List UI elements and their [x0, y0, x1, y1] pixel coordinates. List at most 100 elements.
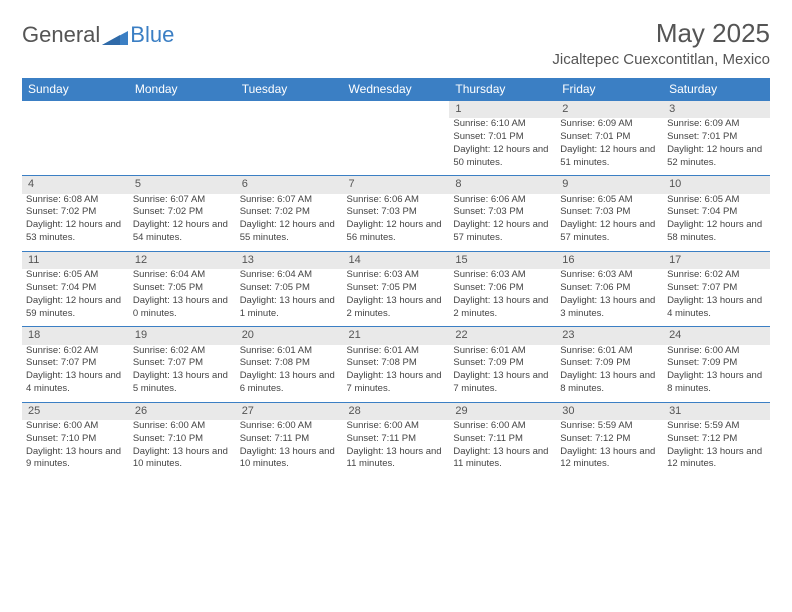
- day-number-cell: 21: [343, 327, 450, 345]
- daylight-text: Daylight: 12 hours and 59 minutes.: [26, 295, 125, 321]
- daylight-text: Daylight: 12 hours and 53 minutes.: [26, 219, 125, 245]
- daynum-row: 18192021222324: [22, 327, 770, 345]
- daynum-row: 11121314151617: [22, 251, 770, 269]
- sunrise-text: Sunrise: 6:00 AM: [453, 420, 552, 433]
- day-number-cell: 29: [449, 402, 556, 420]
- day-number-cell: 1: [449, 101, 556, 119]
- location-label: Jicaltepec Cuexcontitlan, Mexico: [552, 51, 770, 68]
- daylight-text: Daylight: 13 hours and 2 minutes.: [453, 295, 552, 321]
- sunrise-text: Sunrise: 6:02 AM: [667, 269, 766, 282]
- sunset-text: Sunset: 7:04 PM: [667, 206, 766, 219]
- day-detail-cell: Sunrise: 6:08 AMSunset: 7:02 PMDaylight:…: [22, 194, 129, 252]
- weekday-header-row: Sunday Monday Tuesday Wednesday Thursday…: [22, 78, 770, 101]
- day-detail-cell: Sunrise: 6:01 AMSunset: 7:08 PMDaylight:…: [343, 345, 450, 403]
- daylight-text: Daylight: 13 hours and 6 minutes.: [240, 370, 339, 396]
- sunrise-text: Sunrise: 6:09 AM: [667, 118, 766, 131]
- daynum-row: 123: [22, 101, 770, 119]
- daylight-text: Daylight: 13 hours and 3 minutes.: [560, 295, 659, 321]
- day-detail-cell: Sunrise: 6:10 AMSunset: 7:01 PMDaylight:…: [449, 118, 556, 176]
- daylight-text: Daylight: 13 hours and 1 minute.: [240, 295, 339, 321]
- daylight-text: Daylight: 12 hours and 51 minutes.: [560, 144, 659, 170]
- day-detail-cell: [236, 118, 343, 176]
- weekday-sat: Saturday: [663, 78, 770, 101]
- day-number-cell: 2: [556, 101, 663, 119]
- day-detail-cell: Sunrise: 6:02 AMSunset: 7:07 PMDaylight:…: [22, 345, 129, 403]
- daynum-row: 45678910: [22, 176, 770, 194]
- daylight-text: Daylight: 13 hours and 8 minutes.: [667, 370, 766, 396]
- sunrise-text: Sunrise: 6:01 AM: [240, 345, 339, 358]
- sunset-text: Sunset: 7:11 PM: [240, 433, 339, 446]
- day-detail-cell: Sunrise: 6:00 AMSunset: 7:11 PMDaylight:…: [343, 420, 450, 477]
- weekday-mon: Monday: [129, 78, 236, 101]
- sunset-text: Sunset: 7:03 PM: [560, 206, 659, 219]
- sunrise-text: Sunrise: 6:00 AM: [26, 420, 125, 433]
- sunset-text: Sunset: 7:06 PM: [453, 282, 552, 295]
- sunrise-text: Sunrise: 6:05 AM: [667, 194, 766, 207]
- sunset-text: Sunset: 7:10 PM: [26, 433, 125, 446]
- sunset-text: Sunset: 7:08 PM: [347, 357, 446, 370]
- day-number-cell: 20: [236, 327, 343, 345]
- daylight-text: Daylight: 12 hours and 54 minutes.: [133, 219, 232, 245]
- day-detail-cell: Sunrise: 6:00 AMSunset: 7:11 PMDaylight:…: [449, 420, 556, 477]
- day-detail-cell: [129, 118, 236, 176]
- sunset-text: Sunset: 7:02 PM: [240, 206, 339, 219]
- sunset-text: Sunset: 7:11 PM: [453, 433, 552, 446]
- sunrise-text: Sunrise: 6:08 AM: [26, 194, 125, 207]
- daylight-text: Daylight: 13 hours and 2 minutes.: [347, 295, 446, 321]
- calendar-table: Sunday Monday Tuesday Wednesday Thursday…: [22, 78, 770, 477]
- sunset-text: Sunset: 7:02 PM: [26, 206, 125, 219]
- day-detail-cell: Sunrise: 6:03 AMSunset: 7:06 PMDaylight:…: [556, 269, 663, 327]
- day-detail-cell: Sunrise: 6:06 AMSunset: 7:03 PMDaylight:…: [343, 194, 450, 252]
- day-number-cell: 26: [129, 402, 236, 420]
- sunset-text: Sunset: 7:09 PM: [453, 357, 552, 370]
- day-detail-cell: [343, 118, 450, 176]
- day-number-cell: 17: [663, 251, 770, 269]
- day-detail-cell: Sunrise: 6:05 AMSunset: 7:04 PMDaylight:…: [663, 194, 770, 252]
- sunrise-text: Sunrise: 6:00 AM: [347, 420, 446, 433]
- sunset-text: Sunset: 7:01 PM: [560, 131, 659, 144]
- sunset-text: Sunset: 7:05 PM: [133, 282, 232, 295]
- weekday-sun: Sunday: [22, 78, 129, 101]
- sunrise-text: Sunrise: 6:01 AM: [453, 345, 552, 358]
- day-detail-cell: Sunrise: 6:09 AMSunset: 7:01 PMDaylight:…: [556, 118, 663, 176]
- sunrise-text: Sunrise: 5:59 AM: [667, 420, 766, 433]
- detail-row: Sunrise: 6:00 AMSunset: 7:10 PMDaylight:…: [22, 420, 770, 477]
- day-number-cell: 19: [129, 327, 236, 345]
- sunrise-text: Sunrise: 5:59 AM: [560, 420, 659, 433]
- sunset-text: Sunset: 7:12 PM: [667, 433, 766, 446]
- day-number-cell: 4: [22, 176, 129, 194]
- sunrise-text: Sunrise: 6:06 AM: [453, 194, 552, 207]
- day-number-cell: 3: [663, 101, 770, 119]
- sunset-text: Sunset: 7:07 PM: [667, 282, 766, 295]
- day-detail-cell: Sunrise: 6:01 AMSunset: 7:09 PMDaylight:…: [449, 345, 556, 403]
- daylight-text: Daylight: 12 hours and 57 minutes.: [560, 219, 659, 245]
- daylight-text: Daylight: 13 hours and 7 minutes.: [347, 370, 446, 396]
- day-number-cell: 23: [556, 327, 663, 345]
- day-detail-cell: Sunrise: 6:00 AMSunset: 7:10 PMDaylight:…: [129, 420, 236, 477]
- day-detail-cell: Sunrise: 6:03 AMSunset: 7:06 PMDaylight:…: [449, 269, 556, 327]
- month-title: May 2025: [552, 18, 770, 49]
- sunrise-text: Sunrise: 6:04 AM: [133, 269, 232, 282]
- day-detail-cell: Sunrise: 6:00 AMSunset: 7:11 PMDaylight:…: [236, 420, 343, 477]
- sunrise-text: Sunrise: 6:07 AM: [240, 194, 339, 207]
- sunrise-text: Sunrise: 6:03 AM: [560, 269, 659, 282]
- day-detail-cell: Sunrise: 6:01 AMSunset: 7:09 PMDaylight:…: [556, 345, 663, 403]
- day-detail-cell: Sunrise: 6:00 AMSunset: 7:09 PMDaylight:…: [663, 345, 770, 403]
- day-detail-cell: Sunrise: 6:05 AMSunset: 7:03 PMDaylight:…: [556, 194, 663, 252]
- daylight-text: Daylight: 13 hours and 5 minutes.: [133, 370, 232, 396]
- daylight-text: Daylight: 13 hours and 12 minutes.: [560, 446, 659, 472]
- day-number-cell: 12: [129, 251, 236, 269]
- sunrise-text: Sunrise: 6:09 AM: [560, 118, 659, 131]
- daylight-text: Daylight: 13 hours and 12 minutes.: [667, 446, 766, 472]
- day-detail-cell: Sunrise: 6:05 AMSunset: 7:04 PMDaylight:…: [22, 269, 129, 327]
- sunrise-text: Sunrise: 6:07 AM: [133, 194, 232, 207]
- daylight-text: Daylight: 12 hours and 56 minutes.: [347, 219, 446, 245]
- daylight-text: Daylight: 13 hours and 9 minutes.: [26, 446, 125, 472]
- day-detail-cell: Sunrise: 6:06 AMSunset: 7:03 PMDaylight:…: [449, 194, 556, 252]
- sunrise-text: Sunrise: 6:01 AM: [347, 345, 446, 358]
- sunset-text: Sunset: 7:01 PM: [453, 131, 552, 144]
- weekday-fri: Friday: [556, 78, 663, 101]
- sunset-text: Sunset: 7:01 PM: [667, 131, 766, 144]
- daylight-text: Daylight: 13 hours and 4 minutes.: [667, 295, 766, 321]
- day-detail-cell: Sunrise: 5:59 AMSunset: 7:12 PMDaylight:…: [556, 420, 663, 477]
